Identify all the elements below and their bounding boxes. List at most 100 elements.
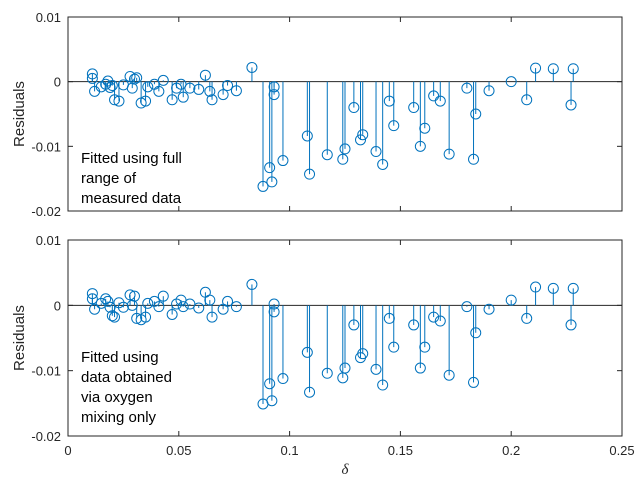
residual-marker [157,290,169,302]
residual-marker [304,386,316,398]
residual-marker [206,311,218,323]
x-tick-label: 0.05 [166,443,191,458]
residual-marker [339,143,351,155]
y-tick-label: -0.01 [31,139,61,154]
residual-marker [106,310,118,322]
residual-marker [257,180,269,192]
residual-marker [370,363,382,375]
residual-marker [468,376,480,388]
residual-marker [470,108,482,120]
residual-marker [567,63,579,75]
residual-marker [199,69,211,81]
x-tick-label: 0.2 [502,443,520,458]
residual-marker [86,293,98,305]
residual-marker [357,129,369,141]
residual-marker [222,80,234,92]
residual-marker [468,153,480,165]
residual-marker [419,122,431,134]
residual-marker [321,367,333,379]
residual-marker [175,294,187,306]
x-axis-label: δ [342,462,350,478]
residual-marker [414,362,426,374]
residual-marker [530,281,542,293]
residual-marker [470,327,482,339]
residual-marker [206,94,218,106]
residual-marker [419,341,431,353]
residual-marker [100,293,112,305]
residual-marker [86,72,98,84]
residual-marker [377,379,389,391]
fit-description-line: measured data [81,190,182,207]
residual-marker [408,319,420,331]
residual-marker [246,61,258,73]
residual-marker [388,120,400,132]
residual-marker [264,378,276,390]
residual-marker [157,74,169,86]
residual-marker [461,301,473,313]
fit-description-line: Fitted using [81,349,159,366]
residual-marker [483,303,495,315]
residual-marker [106,80,118,92]
fit-description-line: mixing only [81,409,157,426]
residual-marker [304,168,316,180]
y-tick-label: 0 [54,298,61,313]
fit-description-line: data obtained [81,369,172,386]
residual-marker [222,295,234,307]
residual-marker [264,162,276,174]
residual-marker [505,76,517,88]
residual-marker [268,306,280,318]
x-tick-label: 0 [64,443,71,458]
residual-marker [301,346,313,358]
residual-marker [102,295,114,307]
residual-marker [370,146,382,158]
residual-marker [153,85,165,97]
fit-description-line: via oxygen [81,389,153,406]
residual-marker [268,89,280,101]
residual-marker [321,149,333,161]
residual-marker [184,298,196,310]
y-tick-label: -0.02 [31,429,61,444]
residual-marker [434,95,446,107]
y-tick-label: -0.02 [31,204,61,219]
residual-marker [142,297,154,309]
residual-marker [177,91,189,103]
residual-marker [483,85,495,97]
residual-marker [268,81,280,93]
residual-marker [177,301,189,313]
y-axis-label: Residuals [11,305,28,371]
residual-marker [348,102,360,114]
residual-marker [86,288,98,300]
residual-marker [117,301,129,313]
residual-marker [104,301,116,313]
residual-marker [377,158,389,170]
residual-marker [567,282,579,294]
residual-marker [530,62,542,74]
residual-marker [355,134,367,146]
residual-marker [408,102,420,114]
residual-marker [193,83,205,95]
residual-marker [128,73,140,85]
residual-marker [565,319,577,331]
residual-marker [565,99,577,111]
residual-marker [153,301,165,313]
residual-marker [505,294,517,306]
residual-marker [166,94,178,106]
residual-marker [131,312,143,324]
y-axis-label: Residuals [11,81,28,147]
fit-description-line: range of [81,170,137,187]
y-tick-label: 0 [54,75,61,90]
residual-marker [204,85,216,97]
residual-marker [266,395,278,407]
residual-marker [230,85,242,97]
residual-marker [414,140,426,152]
x-tick-label: 0.25 [609,443,634,458]
residual-marker [443,148,455,160]
residual-marker [443,369,455,381]
x-tick-label: 0.1 [281,443,299,458]
residual-marker [521,312,533,324]
residual-marker [184,82,196,94]
residual-marker [217,89,229,101]
residual-marker [383,312,395,324]
residual-marker [166,308,178,320]
residual-marker [109,94,121,106]
